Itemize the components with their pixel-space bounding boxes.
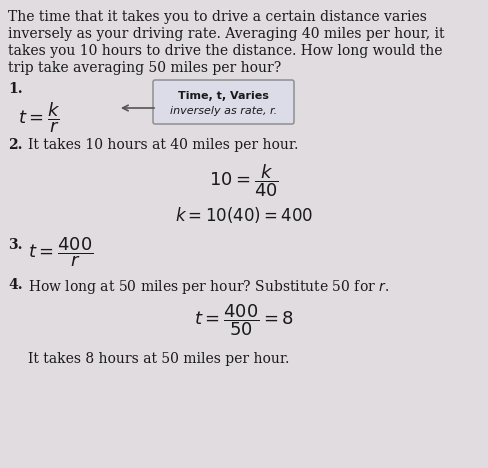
Text: Time, t, Varies: Time, t, Varies [178,91,269,101]
Text: 2.: 2. [8,138,22,152]
Text: inversely as your driving rate. Averaging 40 miles per hour, it: inversely as your driving rate. Averagin… [8,27,445,41]
Text: $\mathit{t} = \dfrac{400}{50} = 8$: $\mathit{t} = \dfrac{400}{50} = 8$ [194,302,294,337]
Text: $\mathit{t} = \dfrac{\mathit{k}}{\mathit{r}}$: $\mathit{t} = \dfrac{\mathit{k}}{\mathit… [18,100,60,135]
Text: 4.: 4. [8,278,22,292]
Text: $\mathit{t} = \dfrac{400}{\mathit{r}}$: $\mathit{t} = \dfrac{400}{\mathit{r}}$ [28,235,94,269]
Text: The time that it takes you to drive a certain distance varies: The time that it takes you to drive a ce… [8,10,427,24]
Text: It takes 8 hours at 50 miles per hour.: It takes 8 hours at 50 miles per hour. [28,352,289,366]
Text: inversely as rate, r.: inversely as rate, r. [170,106,277,116]
Text: How long at 50 miles per hour? Substitute 50 for $r$.: How long at 50 miles per hour? Substitut… [28,278,389,296]
Text: 3.: 3. [8,238,22,252]
Text: 1.: 1. [8,82,22,96]
Text: takes you 10 hours to drive the distance. How long would the: takes you 10 hours to drive the distance… [8,44,443,58]
FancyBboxPatch shape [153,80,294,124]
Text: $\mathit{k} = 10(40) = 400$: $\mathit{k} = 10(40) = 400$ [175,205,313,225]
Text: It takes 10 hours at 40 miles per hour.: It takes 10 hours at 40 miles per hour. [28,138,298,152]
Text: trip take averaging 50 miles per hour?: trip take averaging 50 miles per hour? [8,61,281,75]
Text: $10 = \dfrac{\mathit{k}}{40}$: $10 = \dfrac{\mathit{k}}{40}$ [209,162,279,198]
